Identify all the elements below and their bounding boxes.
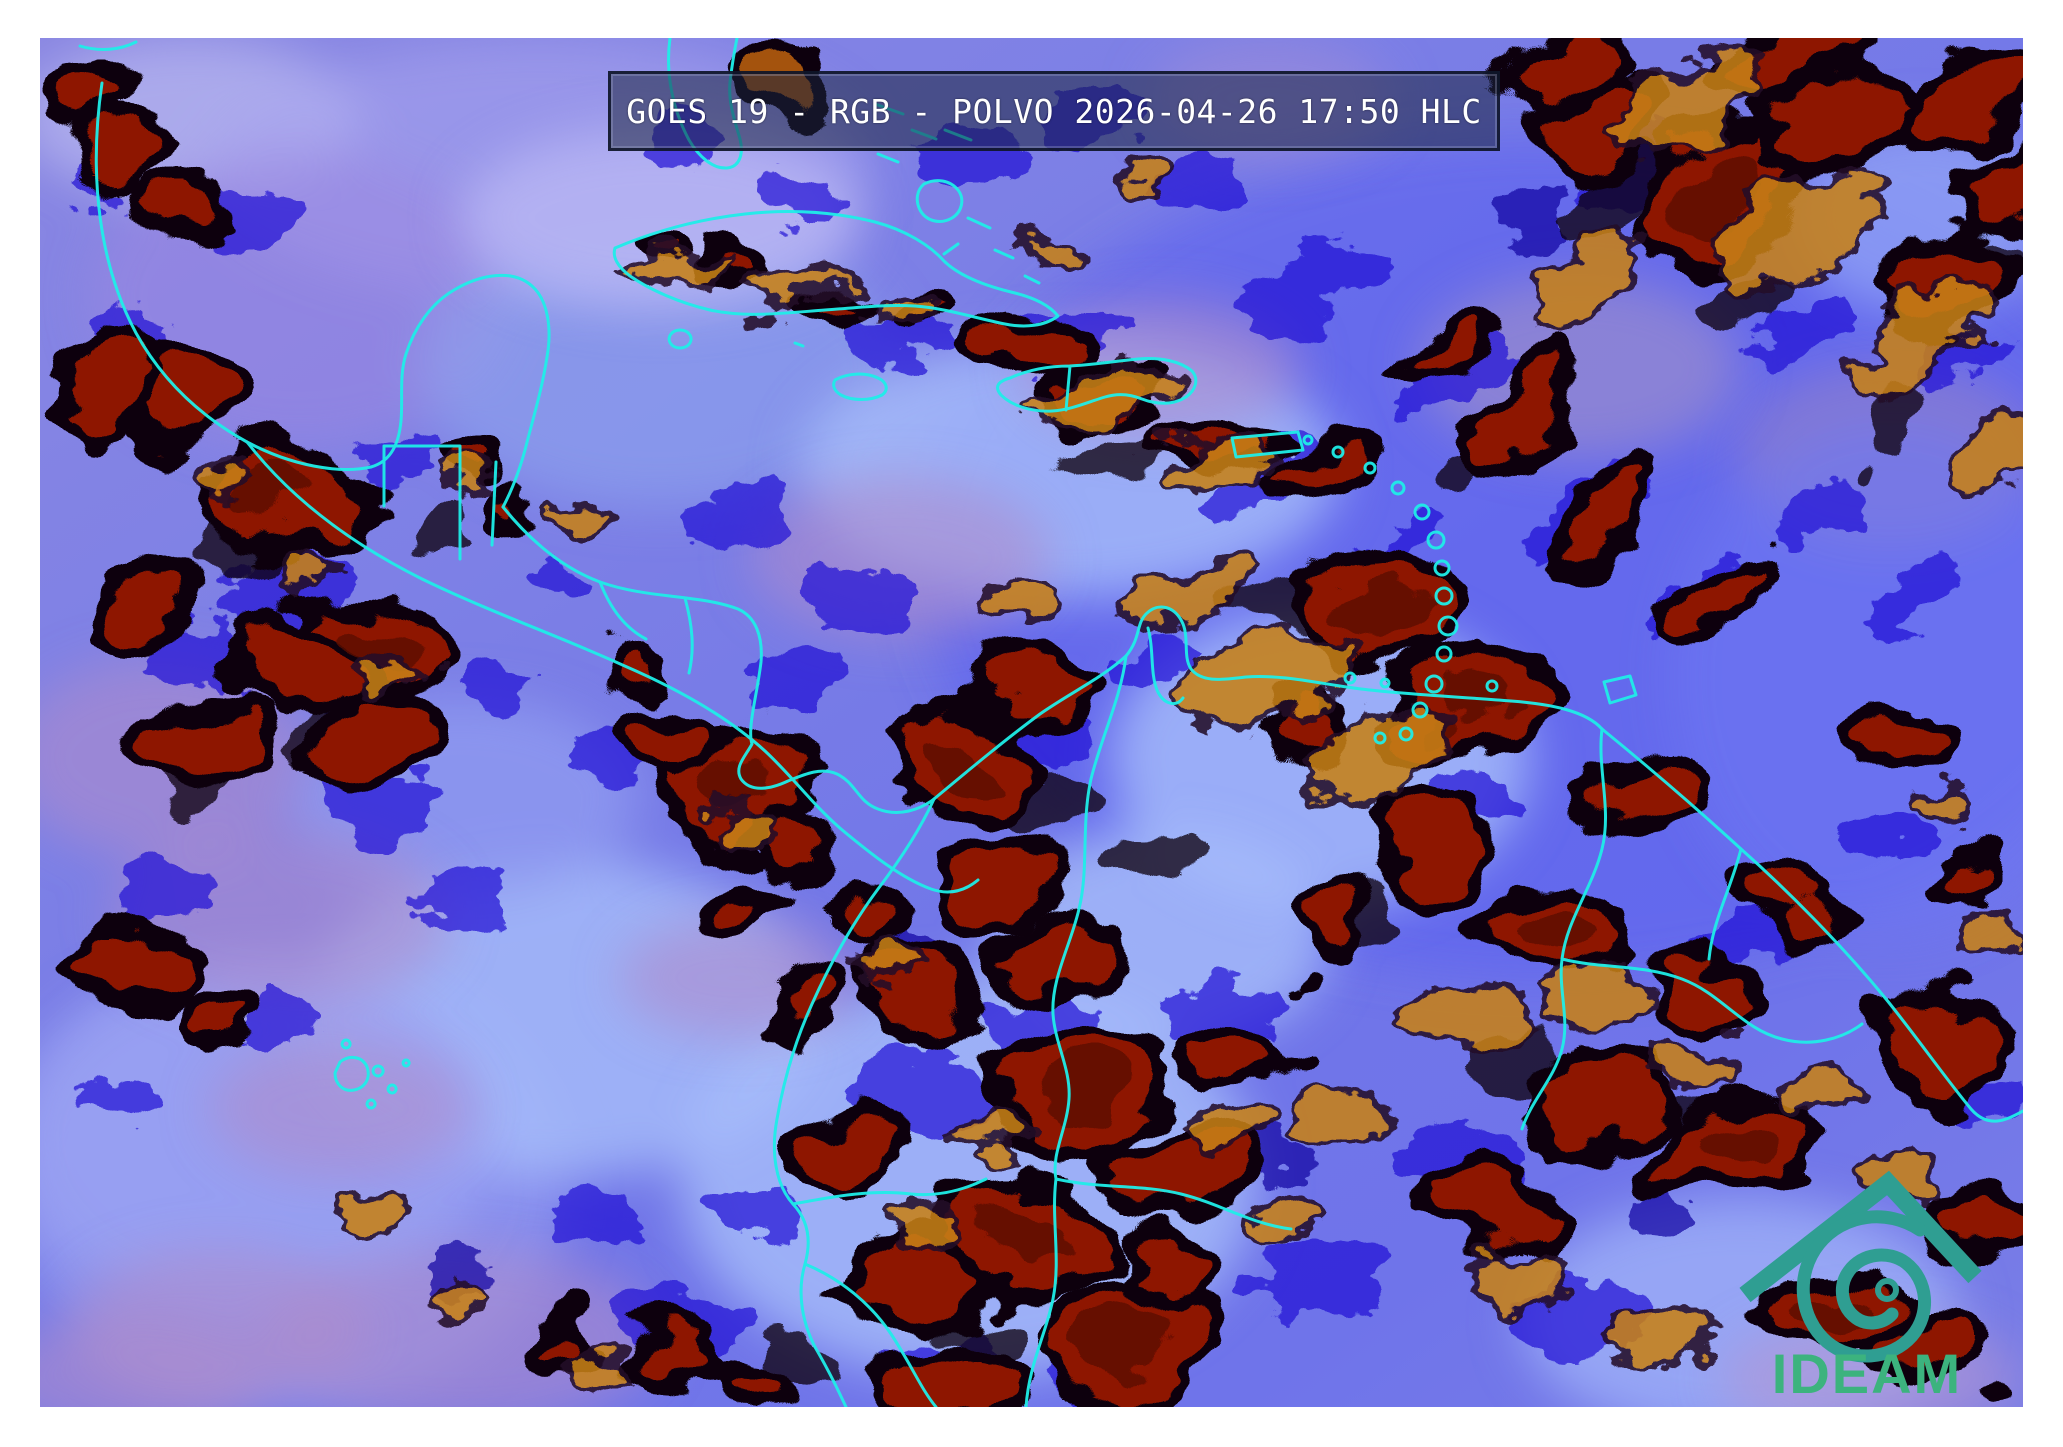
island-cuba [612, 210, 1060, 350]
lake-maracaibo [1146, 626, 1185, 706]
island-jamaica [832, 372, 888, 401]
title-bar: GOES 19 - RGB - POLVO 2026-04-26 17:50 H… [608, 71, 1500, 151]
border-venezuela-brazil-guyana [1520, 727, 1864, 1131]
coast-colombia-ecuador-peru [772, 797, 936, 1407]
coast-guyana [1600, 727, 2023, 1123]
border-ecuador-peru [791, 1177, 988, 1407]
dust-cloud-cores [230, 163, 1878, 1366]
hurricane-swirl-icon [1796, 1210, 1931, 1363]
island-puerto-rico [1230, 430, 1305, 459]
coast-yucatan [369, 273, 551, 509]
islands-lesser-antilles [1302, 434, 1499, 745]
islands-galapagos [333, 1038, 411, 1110]
orange-dust-patches [192, 52, 2023, 1388]
coast-caribbean-south-america [932, 605, 1604, 801]
coastlines-borders [78, 38, 2023, 1407]
logo-text: IDEAM [1772, 1342, 1962, 1405]
border-colombia-venezuela [1051, 654, 1128, 1181]
coast-topleft-fragment [78, 40, 138, 51]
border-colombia-brazil-peru [1024, 1177, 1293, 1407]
island-hispaniola [996, 357, 1198, 413]
hurricane-eye-icon [1875, 1278, 1899, 1302]
border-guatemala-belize [382, 444, 498, 561]
coast-mexico-gulf [94, 81, 373, 471]
satellite-image: GOES 19 - RGB - POLVO 2026-04-26 17:50 H… [40, 38, 2023, 1407]
satellite-rgb-composite [40, 38, 2023, 1407]
ideam-logo: IDEAM [1739, 1170, 1982, 1405]
coast-honduras-panama [501, 505, 936, 814]
coast-pacific-central-america [245, 440, 980, 894]
dense-dust-cloud-blobs [52, 38, 2023, 1407]
island-trinidad [1602, 674, 1638, 705]
roof-icon [1739, 1170, 1982, 1303]
border-honduras-nicaragua [598, 580, 694, 675]
title-text: GOES 19 - RGB - POLVO 2026-04-26 17:50 H… [626, 91, 1482, 131]
